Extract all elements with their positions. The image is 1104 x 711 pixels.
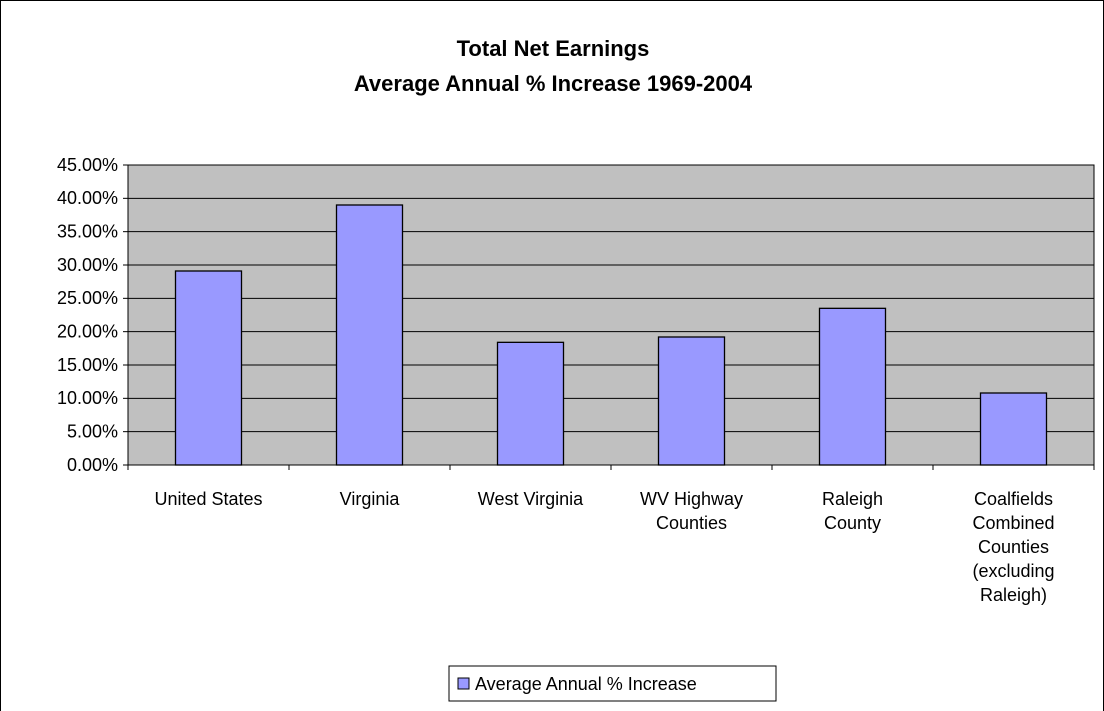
x-tick-label: West Virginia — [477, 489, 584, 509]
y-tick-label: 35.00% — [57, 221, 118, 241]
y-tick-label: 25.00% — [57, 288, 118, 308]
legend-box — [448, 665, 777, 702]
plot-area — [128, 165, 1094, 465]
y-tick-label: 30.00% — [57, 255, 118, 275]
x-tick-label: Raleigh County — [821, 489, 884, 533]
y-tick-label: 5.00% — [67, 421, 118, 441]
y-tick-label: 40.00% — [57, 188, 118, 208]
x-tick-label: Coalfields Combined Counties (excluding … — [972, 489, 1055, 605]
x-tick-label: WV Highway Counties — [639, 489, 744, 533]
bar — [818, 307, 887, 466]
bar — [657, 336, 726, 466]
y-tick-label: 0.00% — [67, 455, 118, 475]
bar — [335, 204, 404, 466]
x-tick-label: United States — [154, 489, 263, 509]
x-tick-label: Virginia — [339, 489, 400, 509]
y-tick-label: 45.00% — [57, 155, 118, 175]
legend-label: Average Annual % Increase — [475, 674, 697, 694]
chart-title: Total Net Earnings Average Annual % Incr… — [353, 36, 753, 96]
legend-swatch — [457, 677, 470, 690]
y-tick-label: 20.00% — [57, 321, 118, 341]
bar — [496, 341, 565, 466]
bar — [174, 270, 243, 466]
y-tick-label: 10.00% — [57, 388, 118, 408]
bar — [979, 392, 1048, 466]
y-tick-label: 15.00% — [57, 355, 118, 375]
